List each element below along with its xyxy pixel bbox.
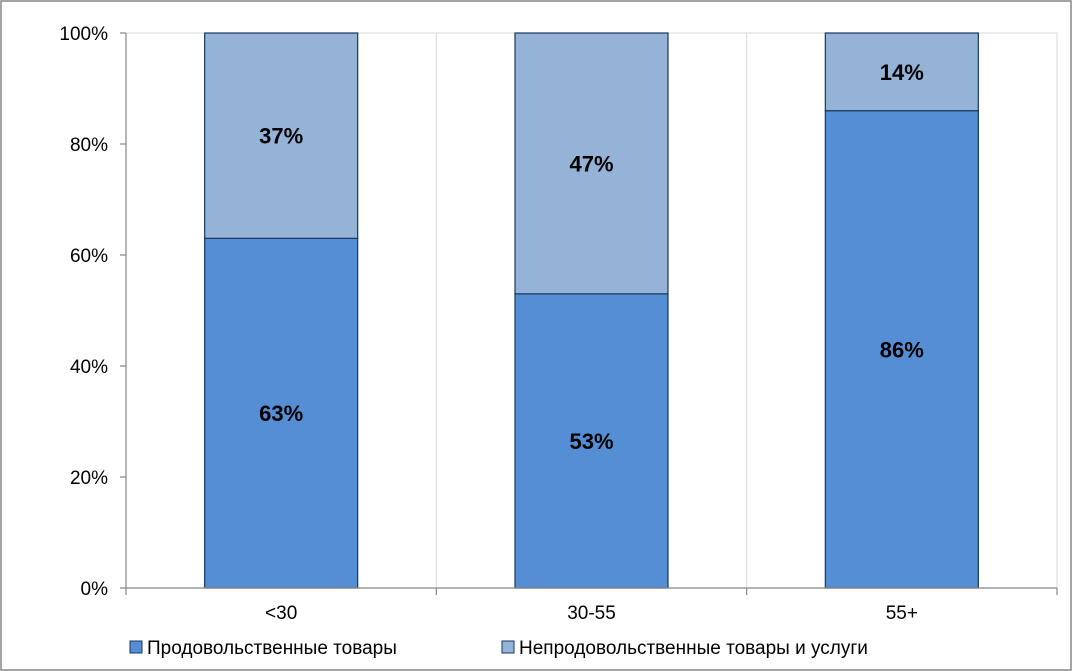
- bar-segment-nonfood: [514, 32, 669, 295]
- bars: [204, 32, 979, 589]
- y-axis-tick-labels: 0% 20% 40% 60% 80% 100%: [59, 24, 108, 600]
- y-tick-label: 80%: [70, 135, 108, 156]
- data-label: 14%: [880, 60, 924, 85]
- y-tick-label: 20%: [70, 468, 108, 489]
- x-axis-tick-labels: <30 30-55 55+: [265, 603, 918, 624]
- data-label: 86%: [880, 337, 924, 362]
- legend-label-food: Продовольственные товары: [147, 638, 397, 659]
- x-tick-label: 55+: [886, 603, 918, 624]
- x-tick-label: 30-55: [567, 603, 616, 624]
- legend-swatch-food: [129, 640, 143, 654]
- data-labels: 63% 37% 53% 47% 86% 14%: [259, 60, 924, 454]
- legend-label-nonfood: Непродовольственные товары и услуги: [519, 638, 868, 659]
- y-tick-label: 40%: [70, 357, 108, 378]
- bar-segment-nonfood: [204, 32, 359, 239]
- y-tick-label: 100%: [59, 24, 108, 45]
- bar-segment-food: [514, 293, 669, 589]
- data-label: 53%: [569, 429, 613, 454]
- bar-segment-nonfood: [824, 32, 979, 112]
- legend-swatch-nonfood: [501, 640, 515, 654]
- axes: [120, 32, 1058, 595]
- y-tick-label: 60%: [70, 246, 108, 267]
- data-label: 37%: [259, 124, 303, 149]
- data-label: 47%: [569, 151, 613, 176]
- bar-segment-food: [824, 110, 979, 589]
- y-tick-label: 0%: [81, 579, 109, 600]
- x-tick-label: <30: [265, 603, 297, 624]
- data-label: 63%: [259, 401, 303, 426]
- legend: Продовольственные товары Непродовольствен…: [129, 638, 868, 659]
